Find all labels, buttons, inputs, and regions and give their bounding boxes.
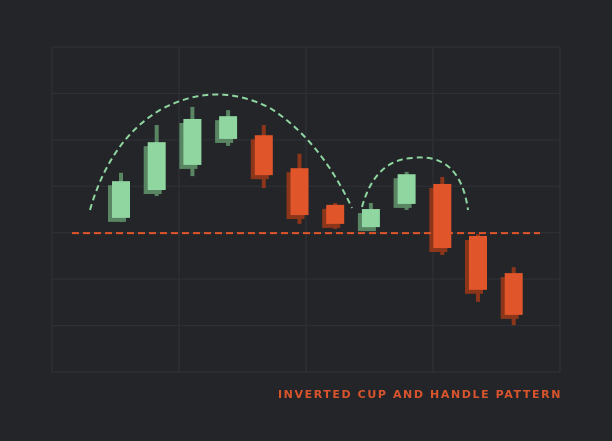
chart-title: INVERTED CUP AND HANDLE PATTERN (278, 388, 562, 401)
candle-body (147, 142, 166, 190)
candle (286, 153, 309, 224)
candle (322, 203, 345, 229)
candle (143, 125, 166, 197)
candle (393, 171, 416, 210)
candle-body (326, 204, 345, 224)
candle (215, 110, 238, 146)
candle-body (254, 135, 273, 176)
candle (429, 177, 452, 255)
candle-body (361, 209, 380, 228)
candle (500, 267, 523, 326)
candle-body (433, 183, 452, 249)
candle-body (183, 118, 202, 165)
candle (108, 172, 130, 223)
candle-body (219, 116, 238, 139)
candle (179, 106, 202, 177)
candle (357, 203, 380, 232)
handle-arc (361, 156, 469, 211)
candle-body (112, 181, 130, 218)
candle (465, 234, 487, 302)
candle-body (397, 174, 416, 204)
cup-arc (89, 93, 353, 211)
candles (72, 106, 540, 326)
candle-body (290, 168, 309, 216)
candle (250, 125, 273, 189)
candle-body (504, 273, 523, 315)
candle-body (469, 235, 487, 290)
